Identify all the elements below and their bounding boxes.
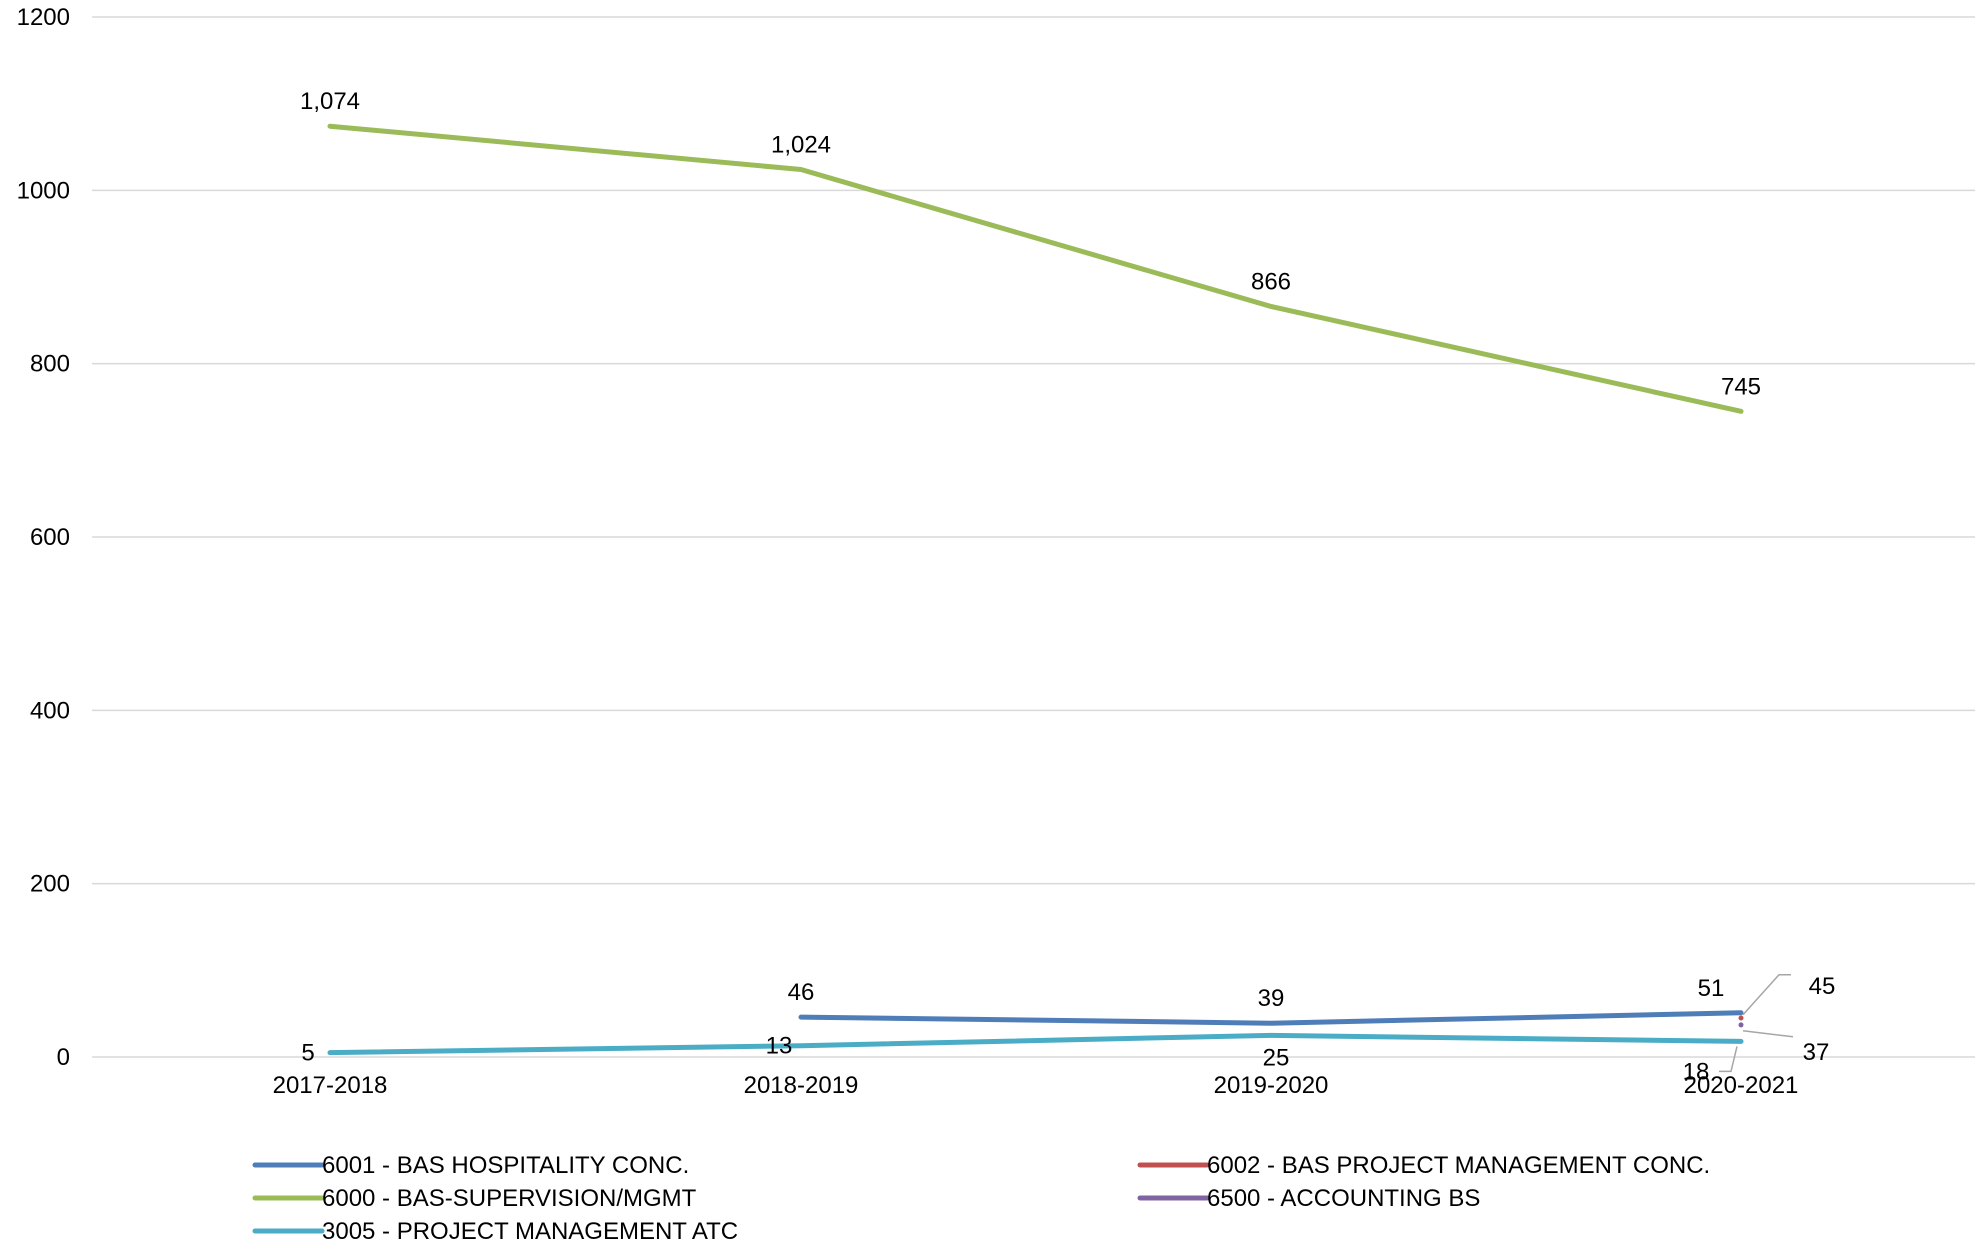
series-lines	[327, 123, 1744, 1056]
data-label-0-2: 39	[1258, 985, 1285, 1012]
series-point-3	[1738, 1022, 1744, 1028]
data-label-2-2: 866	[1251, 268, 1291, 295]
legend: 6001 - BAS HOSPITALITY CONC. 6002 - BAS P…	[252, 1152, 1710, 1241]
y-tick-label-0: 0	[57, 1044, 70, 1071]
data-label-0-3: 51	[1698, 975, 1725, 1002]
leader-line-1	[1742, 1030, 1794, 1038]
data-label-2-1: 1,024	[771, 132, 831, 159]
data-label-3-3: 37	[1803, 1039, 1830, 1066]
gridlines	[92, 16, 1975, 1058]
y-tick-label-400: 400	[30, 697, 70, 724]
data-label-1-3: 45	[1809, 973, 1836, 1000]
x-tick-label-2020-2021: 2020-2021	[1684, 1072, 1799, 1099]
leader-line-0	[1742, 974, 1791, 1016]
x-tick-label-2019-2020: 2019-2020	[1214, 1072, 1329, 1099]
y-tick-label-1200: 1200	[17, 4, 70, 31]
y-tick-label-200: 200	[30, 871, 70, 898]
data-label-4-2: 25	[1263, 1044, 1290, 1071]
x-axis-tick-labels: 2017-2018 2018-2019 2019-2020 2020-2021	[273, 1072, 1799, 1099]
data-labels: 46 39 51 45 1,074 1,024 866 745 37 5 13 25 18	[300, 88, 1835, 1085]
data-label-4-3: 18	[1683, 1058, 1710, 1085]
legend-label-4: 3005 - PROJECT MANAGEMENT ATC	[322, 1218, 738, 1241]
data-label-0-1: 46	[788, 979, 815, 1006]
y-tick-label-800: 800	[30, 351, 70, 378]
series-line-0	[798, 1010, 1744, 1026]
series-line-2	[327, 123, 1744, 414]
legend-label-0: 6001 - BAS HOSPITALITY CONC.	[322, 1152, 689, 1179]
data-label-4-0: 5	[301, 1040, 314, 1067]
data-label-2-0: 1,074	[300, 88, 360, 115]
series-line-4	[327, 1032, 1744, 1056]
data-label-2-3: 745	[1721, 373, 1761, 400]
y-tick-label-1000: 1000	[17, 177, 70, 204]
y-axis-tick-labels: 0 200 400 600 800 1000 1200	[17, 4, 70, 1071]
legend-label-1: 6002 - BAS PROJECT MANAGEMENT CONC.	[1207, 1152, 1710, 1179]
series-point-1	[1738, 1015, 1744, 1021]
y-tick-label-600: 600	[30, 524, 70, 551]
data-label-4-1: 13	[766, 1033, 793, 1060]
x-tick-label-2017-2018: 2017-2018	[273, 1072, 388, 1099]
legend-label-3: 6500 - ACCOUNTING BS	[1207, 1185, 1480, 1212]
leader-line-2	[1719, 1046, 1738, 1073]
x-tick-label-2018-2019: 2018-2019	[744, 1072, 859, 1099]
legend-label-2: 6000 - BAS-SUPERVISION/MGMT	[322, 1185, 697, 1212]
